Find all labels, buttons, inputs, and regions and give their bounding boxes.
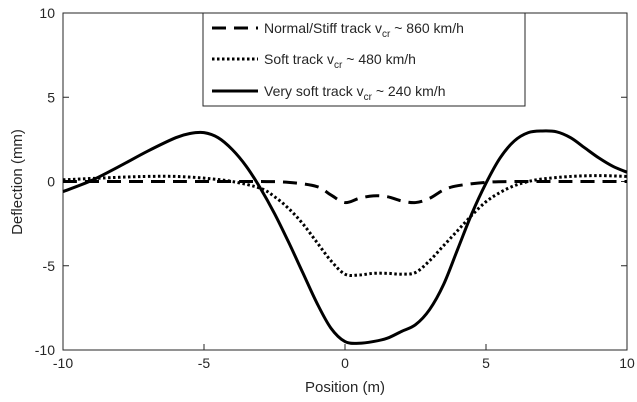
y-tick-label: -10 <box>35 342 55 358</box>
legend-label-2: Soft track vcr ~ 480 km/h <box>264 51 416 71</box>
x-tick-label: 5 <box>482 355 490 371</box>
x-axis-label: Position (m) <box>305 379 385 396</box>
x-tick-label: -5 <box>198 355 211 371</box>
series-line-2 <box>62 174 628 278</box>
y-tick-label: 0 <box>47 174 55 190</box>
legend-label-1: Normal/Stiff track vcr ~ 860 km/h <box>264 20 464 40</box>
legend-label-3: Very soft track vcr ~ 240 km/h <box>264 83 445 103</box>
x-tick-label: -10 <box>53 355 73 371</box>
y-tick-label: 5 <box>47 89 55 105</box>
series-line-1 <box>62 179 627 205</box>
y-axis-label: Deflection (mm) <box>9 129 26 235</box>
x-tick-label: 0 <box>341 355 349 371</box>
series-lines <box>62 129 628 345</box>
series-line-3 <box>62 129 628 345</box>
ticks-layer: -10 -5 0 5 10 10 5 0 -5 -10 <box>35 5 635 371</box>
legend: Normal/Stiff track vcr ~ 860 km/h Soft tr… <box>202 12 526 107</box>
y-tick-label: -5 <box>43 258 56 274</box>
x-tick-label: 10 <box>619 355 635 371</box>
y-tick-label: 10 <box>39 5 55 21</box>
